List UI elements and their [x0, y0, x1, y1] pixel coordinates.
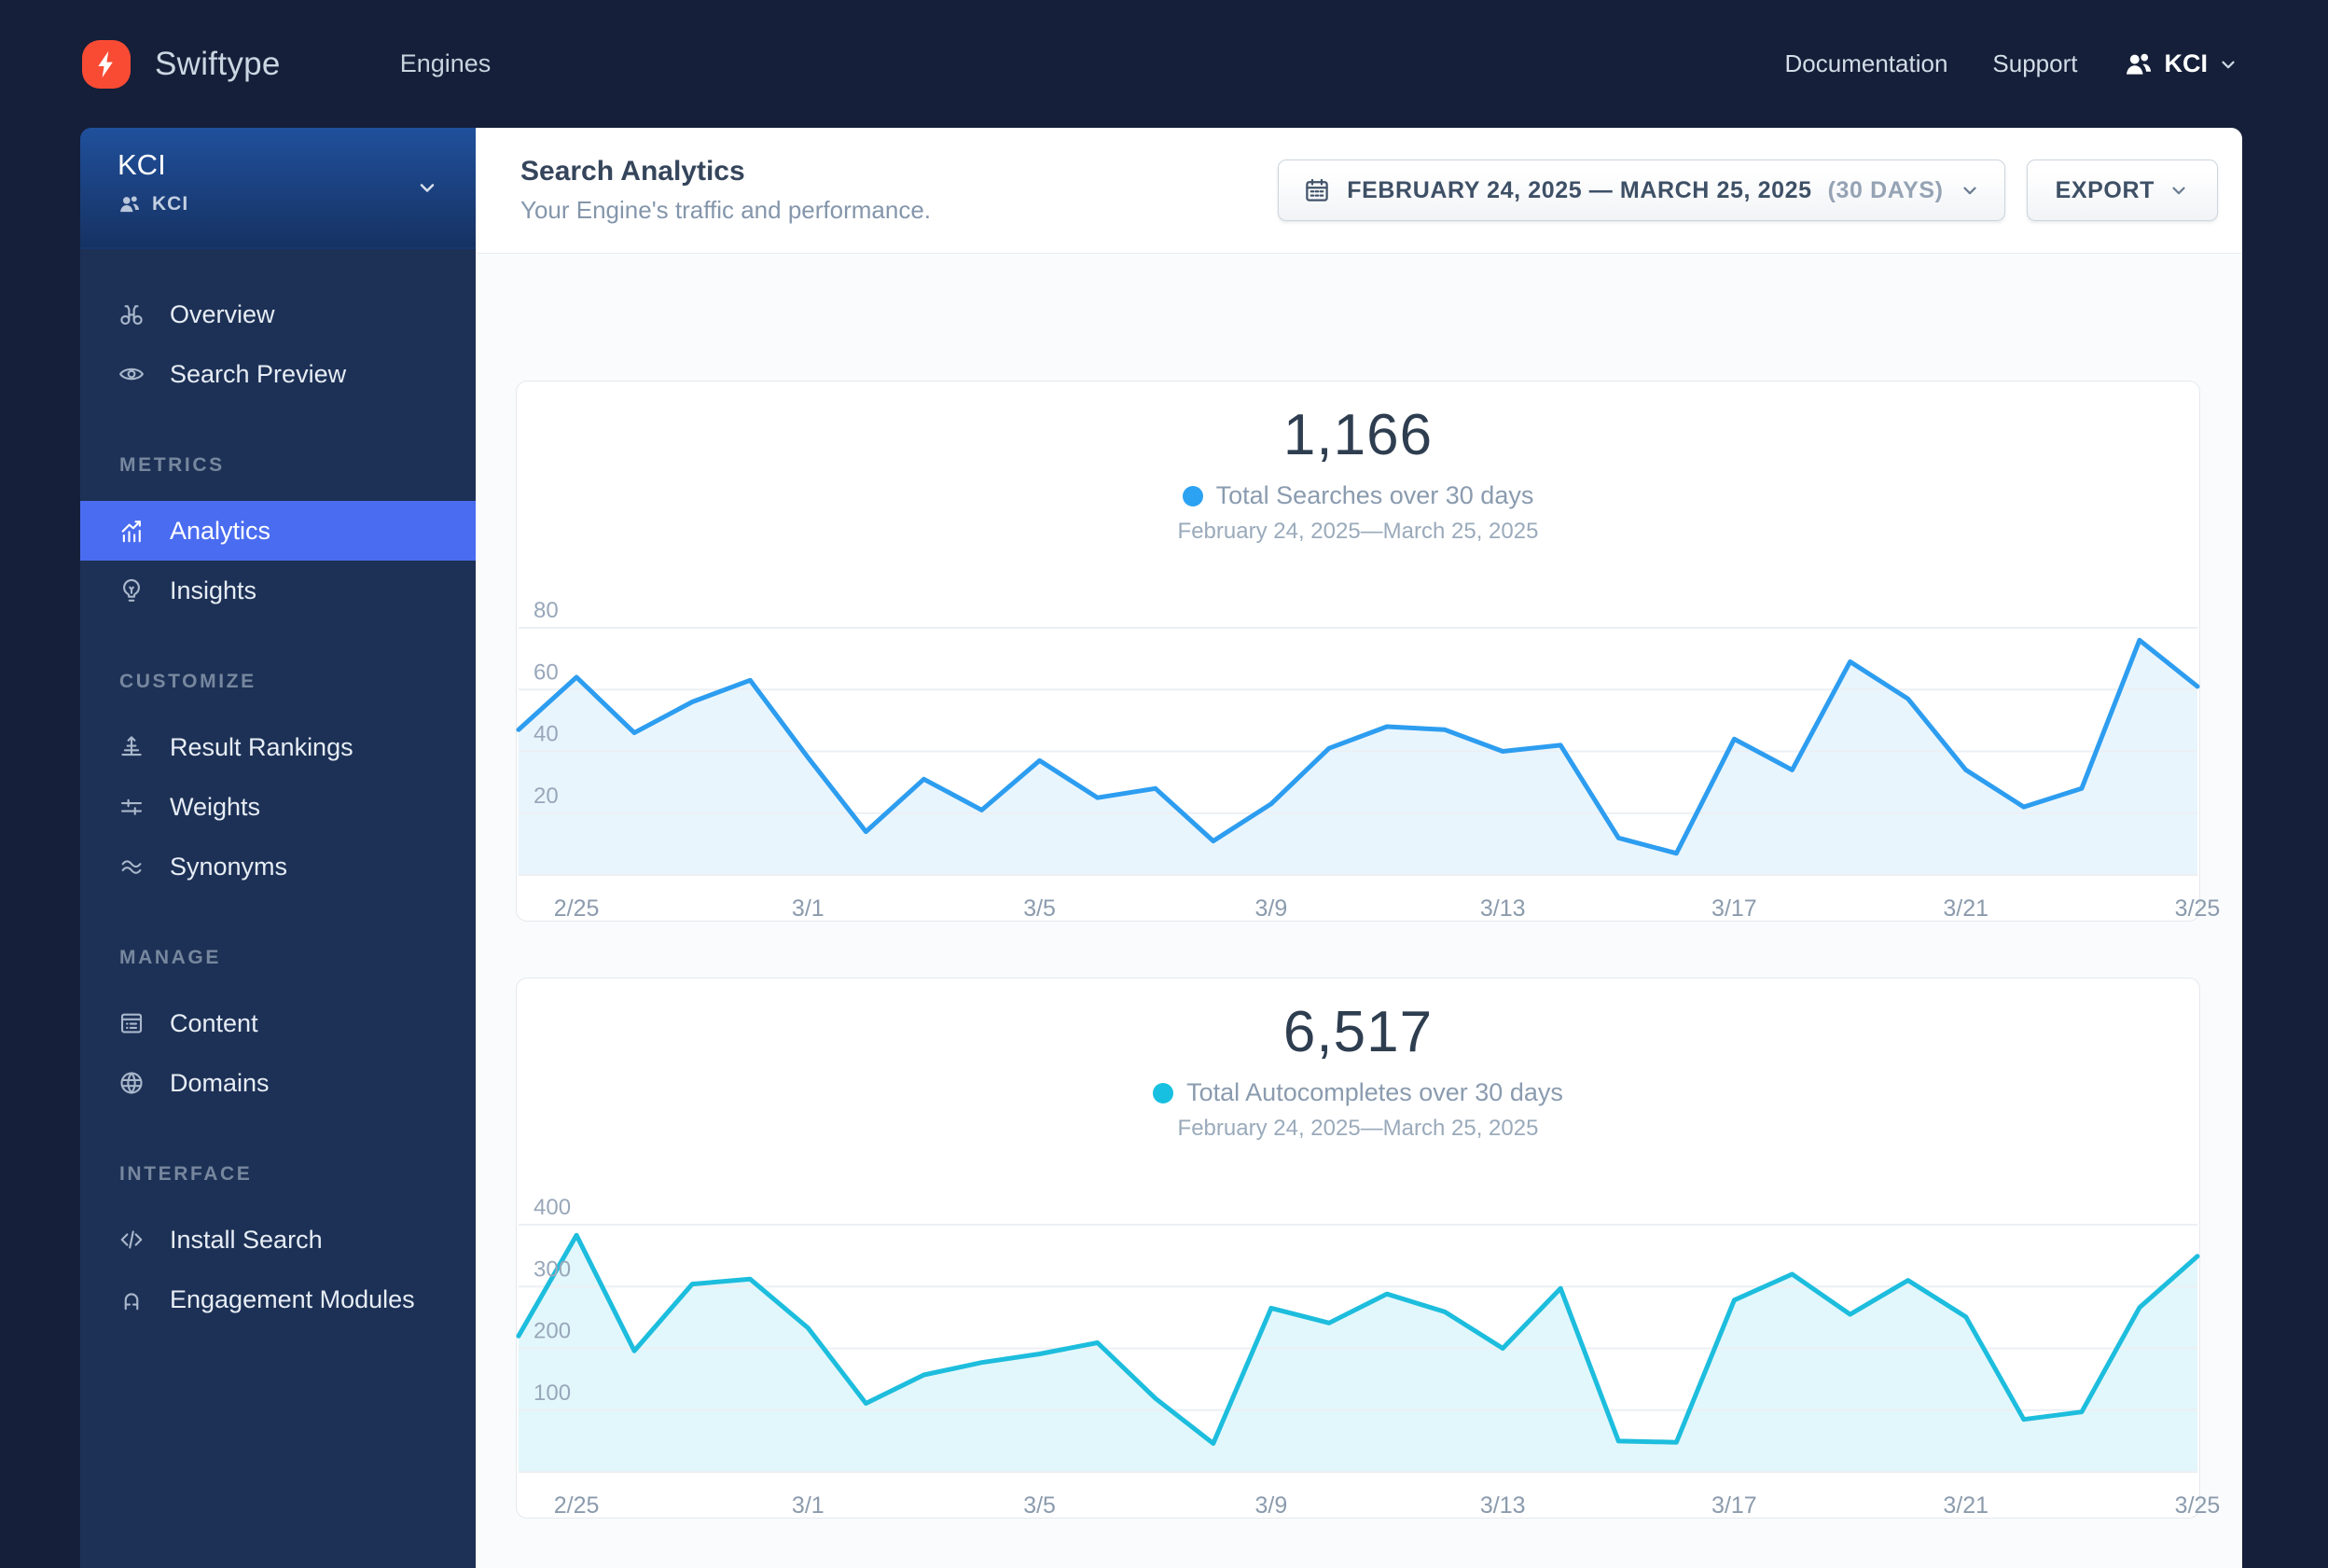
nav-item-support[interactable]: Support — [1992, 49, 2078, 77]
date-range-picker[interactable]: FEBRUARY 24, 2025 — MARCH 25, 2025 (30 D… — [1278, 160, 2005, 221]
sidebar-section-metrics: METRICS — [119, 454, 225, 476]
nav-item-engines[interactable]: Engines — [399, 49, 492, 77]
charts-section: 1,166 Total Searches over 30 days Februa… — [476, 254, 2242, 1519]
sidebar-section-manage: MANAGE — [119, 947, 221, 968]
x-axis-label: 3/17 — [1711, 895, 1757, 922]
brand-title: Swiftype — [155, 45, 281, 82]
x-axis-label: 3/21 — [1943, 895, 1989, 922]
account-label: KCI — [2164, 49, 2209, 77]
sidebar-item-install-search[interactable]: Install Search — [80, 1210, 476, 1270]
content-icon — [120, 1013, 143, 1034]
analytics-icon — [121, 520, 141, 543]
x-axis-label: 3/25 — [2174, 895, 2221, 922]
svg-text:40: 40 — [534, 722, 559, 747]
sidebar-item-engagement-modules[interactable]: Engagement Modules — [80, 1270, 476, 1329]
sidebar-nav: Overview Search Preview METRICS Analytic… — [80, 249, 476, 1329]
top-nav: Swiftype Engines Documentation Support K… — [0, 0, 2328, 128]
rankings-icon — [121, 736, 142, 756]
chart-date-caption: February 24, 2025—March 25, 2025 — [1177, 1116, 1539, 1141]
x-axis-label: 2/25 — [553, 1492, 600, 1519]
sidebar-item-analytics[interactable]: Analytics — [80, 501, 476, 561]
total-autocompletes-card: 6,517 Total Autocompletes over 30 days F… — [516, 978, 2220, 1519]
engine-selector[interactable]: KCI KCI — [80, 128, 476, 249]
total-autocompletes-chart: 100 200 300 400 2/25 3/1 3/5 3/9 3/13 3/17 3/21 3/2… — [516, 1164, 2220, 1530]
x-axis-label: 3/25 — [2174, 1492, 2221, 1519]
svg-text:300: 300 — [534, 1256, 571, 1282]
eye-icon — [119, 368, 144, 381]
sidebar: KCI KCI Overview Search Preview METR — [80, 128, 476, 1568]
date-range-label: FEBRUARY 24, 2025 — MARCH 25, 2025 — [1347, 176, 1812, 203]
sidebar-item-overview[interactable]: Overview — [80, 284, 476, 344]
x-axis-label: 3/1 — [791, 1492, 824, 1519]
engine-name: KCI — [118, 148, 166, 181]
chart-total: 6,517 — [1282, 1000, 1434, 1064]
total-searches-card: 1,166 Total Searches over 30 days Februa… — [516, 381, 2220, 922]
main-content: Search Analytics Your Engine's traffic a… — [476, 128, 2242, 1568]
svg-text:80: 80 — [534, 598, 559, 623]
sidebar-section-customize: CUSTOMIZE — [119, 671, 256, 692]
synonyms-icon — [121, 860, 142, 874]
legend-label: Total Autocompletes over 30 days — [1186, 1078, 1563, 1106]
x-axis-label: 3/5 — [1023, 895, 1056, 922]
engine-sub-label: KCI — [152, 193, 189, 215]
sidebar-item-content[interactable]: Content — [80, 993, 476, 1053]
sidebar-section-interface: INTERFACE — [119, 1163, 253, 1185]
page-title: Search Analytics — [520, 156, 745, 187]
chart-total: 1,166 — [1282, 403, 1434, 467]
legend-dot — [1153, 1082, 1174, 1103]
binoculars-icon — [120, 305, 143, 326]
x-axis-label: 3/21 — [1943, 1492, 1989, 1519]
swiftype-logo[interactable] — [82, 39, 131, 89]
sidebar-item-result-rankings[interactable]: Result Rankings — [80, 717, 476, 777]
sidebar-item-domains[interactable]: Domains — [80, 1053, 476, 1113]
x-axis-label: 3/9 — [1254, 895, 1288, 922]
nav-item-documentation[interactable]: Documentation — [1784, 49, 1948, 77]
page-subtitle: Your Engine's traffic and performance. — [520, 196, 932, 224]
page-header: Search Analytics Your Engine's traffic a… — [476, 128, 2242, 254]
sidebar-item-insights[interactable]: Insights — [80, 561, 476, 620]
users-icon — [120, 196, 140, 213]
sidebar-item-weights[interactable]: Weights — [80, 777, 476, 837]
x-axis-label: 3/9 — [1254, 1492, 1288, 1519]
x-axis-label: 3/13 — [1479, 1492, 1526, 1519]
globe-icon — [120, 1072, 143, 1094]
sidebar-item-synonyms[interactable]: Synonyms — [80, 837, 476, 896]
magnet-icon — [124, 1293, 139, 1311]
x-axis-label: 2/25 — [553, 895, 600, 922]
svg-text:60: 60 — [534, 659, 559, 685]
svg-text:100: 100 — [534, 1381, 571, 1406]
code-icon — [120, 1230, 143, 1249]
x-axis-label: 3/17 — [1711, 1492, 1757, 1519]
lightbulb-icon — [123, 578, 140, 602]
chevron-down-icon — [1962, 187, 1976, 195]
sliders-icon — [120, 798, 143, 815]
chart-date-caption: February 24, 2025—March 25, 2025 — [1177, 519, 1539, 544]
total-searches-chart: 20 40 60 80 2/25 3/1 3/5 3/9 3/13 3/17 3/21 3/25 — [516, 567, 2220, 933]
chart-legend: Total Searches over 30 days — [517, 481, 2199, 510]
calendar-icon — [1306, 178, 1328, 201]
svg-text:200: 200 — [534, 1319, 571, 1344]
legend-label: Total Searches over 30 days — [1215, 481, 1534, 509]
sidebar-item-search-preview[interactable]: Search Preview — [80, 344, 476, 404]
bolt-icon — [98, 50, 113, 77]
legend-dot — [1182, 485, 1203, 506]
svg-text:20: 20 — [534, 784, 559, 809]
svg-text:400: 400 — [534, 1195, 571, 1220]
chevron-down-icon — [2222, 61, 2235, 68]
users-icon — [2126, 53, 2151, 75]
chevron-down-icon — [420, 184, 435, 192]
x-axis-label: 3/1 — [791, 895, 824, 922]
chevron-down-icon — [2172, 187, 2185, 195]
x-axis-label: 3/5 — [1023, 1492, 1056, 1519]
chart-legend: Total Autocompletes over 30 days — [517, 1078, 2199, 1107]
date-range-days: (30 DAYS) — [1827, 176, 1944, 203]
account-menu[interactable]: KCI — [2123, 49, 2239, 80]
export-button[interactable]: EXPORT — [2026, 160, 2218, 221]
x-axis-label: 3/13 — [1479, 895, 1526, 922]
